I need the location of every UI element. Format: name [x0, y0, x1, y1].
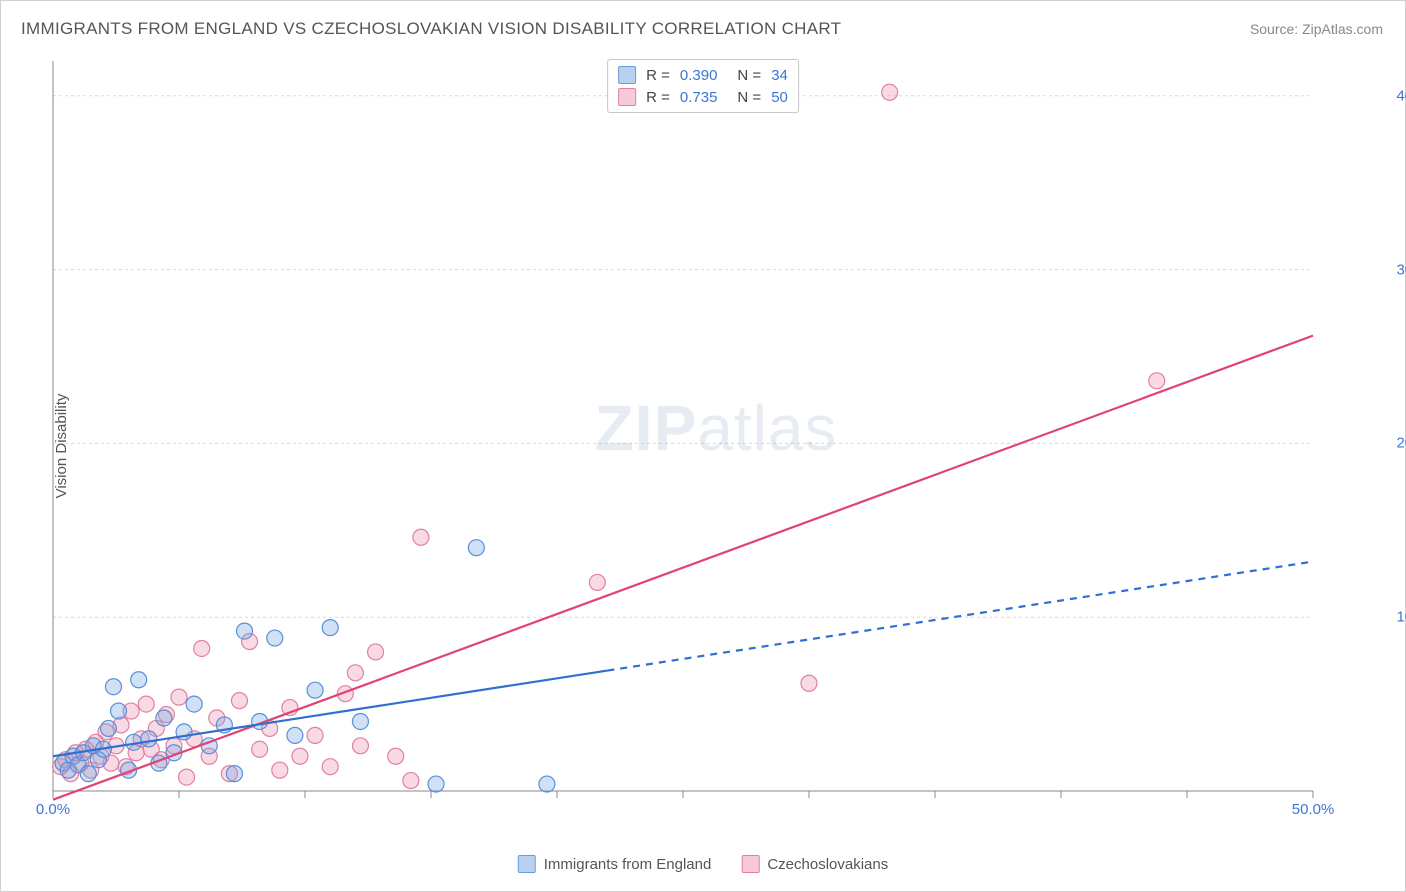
n-label: N = [737, 89, 761, 106]
swatch-icon [518, 855, 536, 873]
legend-item: Immigrants from England [518, 855, 712, 873]
y-tick-label: 10.0% [1396, 609, 1406, 626]
legend-series: Immigrants from England Czechoslovakians [518, 855, 888, 873]
x-tick-labels: 0.0%50.0% [51, 801, 1381, 821]
y-tick-label: 40.0% [1396, 87, 1406, 104]
swatch-icon [618, 88, 636, 106]
y-tick-label: 30.0% [1396, 261, 1406, 278]
swatch-icon [618, 66, 636, 84]
r-value: 0.390 [680, 67, 718, 84]
chart-container: IMMIGRANTS FROM ENGLAND VS CZECHOSLOVAKI… [0, 0, 1406, 892]
n-value: 50 [771, 89, 788, 106]
series-label: Czechoslovakians [767, 856, 888, 873]
n-value: 34 [771, 67, 788, 84]
source-attribution: Source: ZipAtlas.com [1250, 21, 1383, 37]
chart-svg [51, 59, 1381, 827]
y-tick-label: 20.0% [1396, 435, 1406, 452]
swatch-icon [741, 855, 759, 873]
x-tick-label: 50.0% [1292, 801, 1335, 818]
r-label: R = [646, 89, 670, 106]
series-label: Immigrants from England [544, 856, 712, 873]
plot-area: ZIPatlas 10.0%20.0%30.0%40.0% [51, 59, 1381, 827]
source-link[interactable]: ZipAtlas.com [1302, 21, 1383, 37]
legend-row: R = 0.735 N = 50 [618, 86, 788, 108]
legend-correlation: R = 0.390 N = 34 R = 0.735 N = 50 [607, 59, 799, 113]
legend-row: R = 0.390 N = 34 [618, 64, 788, 86]
chart-title: IMMIGRANTS FROM ENGLAND VS CZECHOSLOVAKI… [21, 19, 841, 39]
x-tick-label: 0.0% [36, 801, 70, 818]
n-label: N = [737, 67, 761, 84]
r-value: 0.735 [680, 89, 718, 106]
source-prefix: Source: [1250, 21, 1302, 37]
legend-item: Czechoslovakians [741, 855, 888, 873]
r-label: R = [646, 67, 670, 84]
